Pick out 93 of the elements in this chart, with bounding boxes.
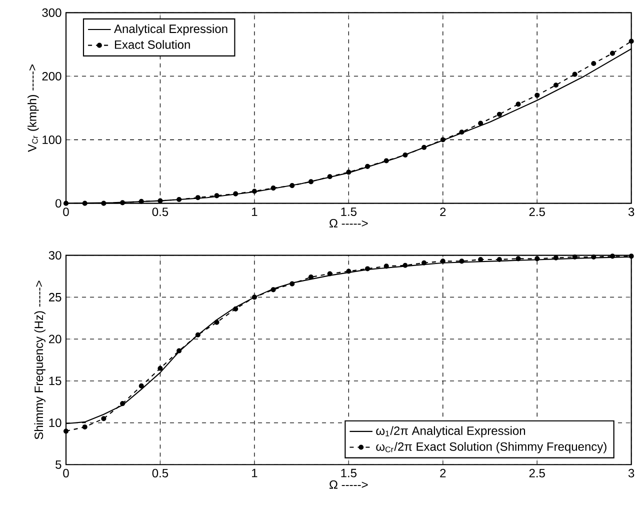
legend-label: Analytical Expression: [114, 24, 228, 36]
point: [63, 200, 69, 206]
point: [233, 191, 238, 196]
point: [252, 188, 257, 194]
x-tick-label: 0.5: [152, 208, 168, 216]
point: [346, 170, 352, 175]
point: [516, 102, 521, 107]
point: [63, 428, 69, 434]
point: [101, 200, 106, 206]
point: [516, 256, 521, 262]
point: [384, 158, 389, 164]
point: [610, 50, 616, 56]
y-tick-label: 10: [49, 418, 62, 428]
x-tick-label: 3: [628, 468, 634, 478]
x-tick-label: 2: [440, 208, 446, 216]
point: [214, 193, 220, 198]
point: [158, 198, 163, 204]
point: [158, 366, 163, 371]
y-tick-label: 25: [48, 292, 62, 302]
x-tick-label: 1.5: [341, 468, 356, 478]
y-tick-label: 5: [56, 460, 62, 469]
point: [364, 164, 370, 169]
y-axis-title: V$_{Cr}$ (kmph) ----->: [28, 64, 39, 152]
x-tick-label: 1: [252, 208, 258, 216]
y-tick-label: 15: [49, 376, 62, 386]
x-tick-label: 0: [63, 468, 69, 478]
x-tick-label: 3: [628, 208, 634, 216]
x-tick-label: 2.5: [529, 208, 545, 216]
point: [176, 348, 182, 354]
point: [478, 120, 484, 126]
point: [534, 256, 540, 262]
point: [384, 264, 389, 269]
x-tick-label: 0.5: [152, 468, 168, 478]
x-tick-label: 2: [440, 468, 446, 478]
y-tick-label: 30: [48, 251, 62, 260]
point: [572, 72, 578, 77]
point: [176, 196, 182, 202]
legend-label: Exact Solution: [114, 40, 190, 49]
point: [628, 38, 634, 44]
point: [120, 400, 126, 406]
point: [82, 424, 88, 430]
point: [327, 174, 332, 180]
point: [233, 306, 238, 312]
x-tick-label: 1: [252, 468, 258, 478]
point: [534, 92, 540, 98]
point: [270, 186, 276, 191]
x-axis-title: Ω ----->: [330, 480, 368, 489]
point: [290, 182, 295, 188]
point: [138, 383, 144, 388]
point: [402, 152, 408, 158]
point: [572, 254, 578, 260]
legend-label: ω$_{1}$/2π Analytical Expression: [376, 426, 526, 438]
point: [195, 195, 200, 200]
point: [440, 258, 446, 264]
point: [327, 271, 332, 276]
point: [628, 254, 634, 259]
y-tick-label: 20: [48, 334, 62, 344]
point: [459, 258, 464, 264]
legend-label: ω$_{Cr}$/2π Exact Solution (Shimmy Frequency): [376, 442, 606, 454]
point: [308, 274, 314, 280]
x-tick-label: 2.5: [529, 468, 545, 478]
point: [440, 137, 446, 142]
point: [120, 200, 126, 206]
point: [364, 266, 370, 272]
point: [422, 260, 427, 266]
point: [214, 320, 220, 325]
point: [290, 281, 295, 286]
x-tick-label: 0: [63, 208, 69, 216]
point: [553, 255, 558, 260]
point: [591, 60, 596, 66]
y-axis-title: Shimmy Frequency (Hz) ----->: [34, 280, 46, 440]
point: [82, 200, 88, 206]
point: [591, 254, 596, 260]
point: [101, 416, 106, 422]
point: [496, 256, 502, 262]
point: [138, 198, 144, 204]
point: [195, 332, 200, 338]
point: [553, 82, 558, 88]
point: [422, 144, 427, 150]
point: [346, 268, 352, 274]
y-tick-label: 200: [42, 72, 62, 80]
y-tick-label: 300: [42, 8, 62, 17]
point: [459, 130, 464, 135]
point: [610, 254, 616, 259]
y-tick-label: 0: [56, 199, 62, 208]
x-tick-label: 1.5: [341, 208, 356, 216]
point: [270, 287, 276, 292]
point: [496, 112, 502, 117]
y-tick-label: 100: [42, 136, 62, 144]
point: [402, 262, 408, 268]
point: [252, 294, 257, 300]
x-axis-title: Ω ----->: [330, 219, 368, 228]
point: [308, 179, 314, 184]
